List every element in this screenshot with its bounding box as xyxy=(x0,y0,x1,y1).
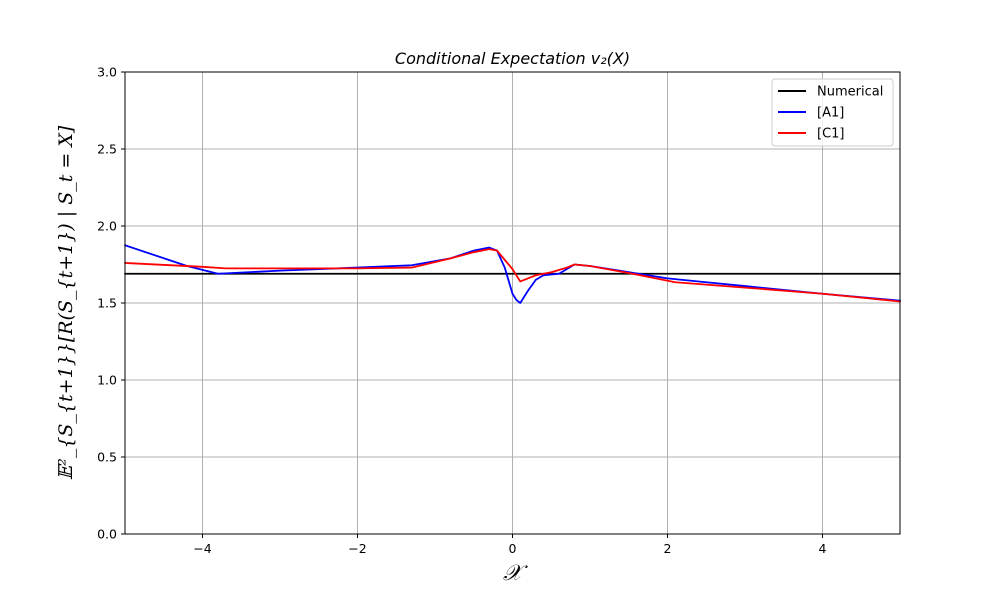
legend-box xyxy=(771,78,894,147)
y-tick-label: 0.5 xyxy=(97,450,117,465)
x-tick-label: −4 xyxy=(193,541,211,556)
legend-label-0: Numerical xyxy=(817,85,883,100)
ticks: −4 −2 0 2 4 0.0 0.5 1.0 1.5 2.0 2.5 3.0 xyxy=(97,65,826,557)
y-tick-label: 2.5 xyxy=(97,142,117,157)
x-tick-label: 0 xyxy=(509,541,517,556)
x-tick-label: −2 xyxy=(348,541,366,556)
y-tick-label: 1.0 xyxy=(97,373,117,388)
x-tick-label: 2 xyxy=(664,541,672,556)
series-group xyxy=(124,244,901,304)
x-tick-label: 4 xyxy=(819,541,827,556)
y-tick-label: 3.0 xyxy=(97,65,117,80)
legend-label-2: [C1] xyxy=(817,127,845,142)
y-tick-label: 1.5 xyxy=(97,296,117,311)
chart-title: Conditional Expectation v₂(X) xyxy=(395,49,630,68)
y-tick-label: 0.0 xyxy=(97,527,117,542)
y-axis-label: 𝔼²_{S_{t+1}}[R(S_{t+1}) | S_t = X] xyxy=(55,125,77,480)
series-line-1 xyxy=(124,244,901,304)
x-axis-label: 𝒳 xyxy=(503,561,528,586)
legend-label-1: [A1] xyxy=(817,106,844,121)
legend: Numerical [A1] [C1] xyxy=(771,78,894,147)
series-line-2 xyxy=(124,248,901,303)
y-tick-label: 2.0 xyxy=(97,219,117,234)
